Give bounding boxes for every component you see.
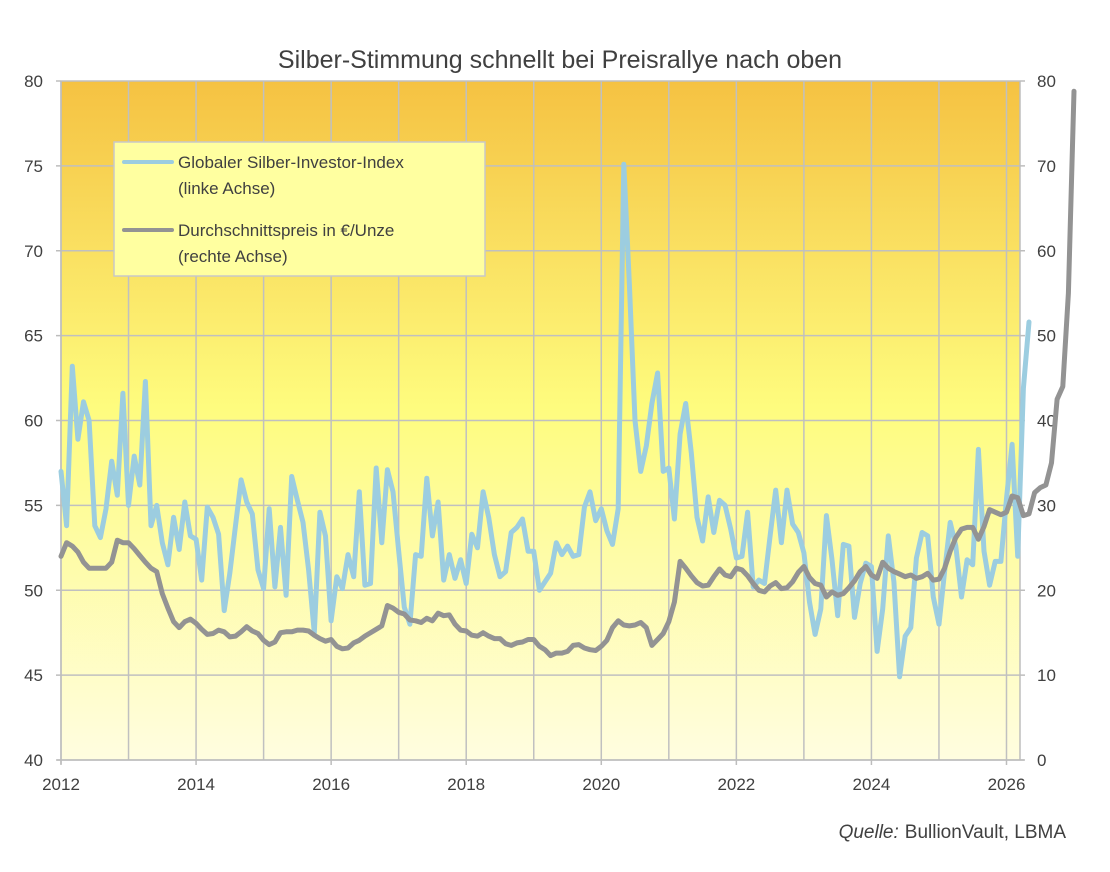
source-note: Quelle: BullionVault, LBMA [839,822,1067,843]
right-tick-label: 30 [1037,496,1056,515]
left-tick-label: 80 [24,72,43,91]
legend: Globaler Silber-Investor-Index (linke Ac… [113,141,486,277]
right-tick-label: 20 [1037,581,1056,600]
right-axis-ticks: 0 10 20 30 40 50 60 70 80 [1020,72,1056,770]
left-axis-ticks: 40 45 50 55 60 65 70 75 80 [24,72,61,770]
x-axis-ticks: 2012 2014 2016 2018 2020 2022 2024 2026 [42,760,1025,794]
left-tick-label: 55 [24,496,43,515]
left-tick-label: 45 [24,666,43,685]
right-tick-label: 40 [1037,412,1056,431]
x-tick-label: 2024 [853,775,891,794]
source-text: BullionVault, LBMA [905,822,1067,843]
x-tick-label: 2012 [42,775,80,794]
legend-label-price-axis: (rechte Achse) [178,247,288,266]
left-tick-label: 75 [24,157,43,176]
series-line-silver-investor-index [58,161,1032,680]
legend-box [113,141,486,277]
left-tick-label: 40 [24,751,43,770]
right-tick-label: 80 [1037,72,1056,91]
x-tick-label: 2016 [312,775,350,794]
right-tick-label: 70 [1037,157,1056,176]
x-tick-label: 2018 [447,775,485,794]
left-tick-label: 60 [24,412,43,431]
legend-label-sentiment: Globaler Silber-Investor-Index [178,153,404,172]
right-tick-label: 0 [1037,751,1046,770]
left-tick-label: 50 [24,581,43,600]
right-tick-label: 60 [1037,242,1056,261]
source-label: Quelle: [839,822,899,843]
chart-title: Silber-Stimmung schnellt bei Preisrallye… [278,46,842,74]
series-layer [58,88,1077,680]
x-tick-label: 2022 [717,775,755,794]
left-tick-label: 70 [24,242,43,261]
right-tick-label: 50 [1037,327,1056,346]
x-tick-label: 2026 [988,775,1026,794]
series-line-average-price-eur [58,88,1077,659]
left-tick-label: 65 [24,327,43,346]
legend-label-price: Durchschnittspreis in €/Unze [178,221,394,240]
legend-label-sentiment-axis: (linke Achse) [178,179,275,198]
x-tick-label: 2014 [177,775,215,794]
x-tick-label: 2020 [582,775,620,794]
right-tick-label: 10 [1037,666,1056,685]
